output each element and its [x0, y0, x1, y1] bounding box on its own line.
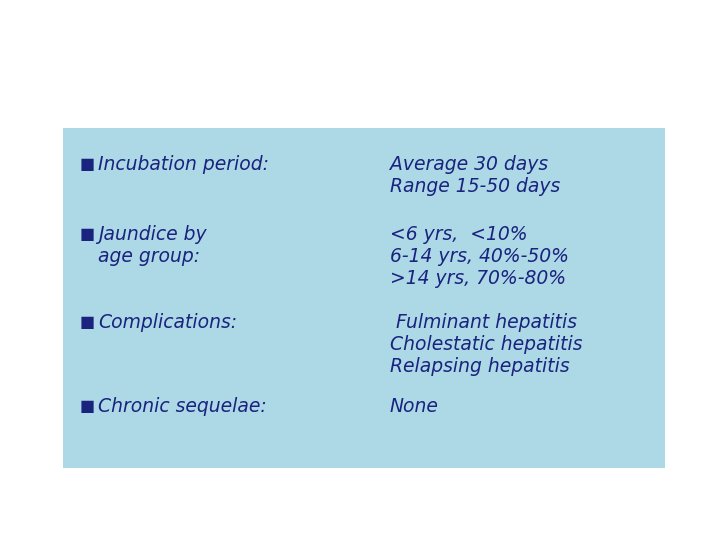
Text: Cholestatic hepatitis: Cholestatic hepatitis [390, 335, 582, 354]
Text: Jaundice by: Jaundice by [98, 225, 207, 244]
Text: Average 30 days: Average 30 days [390, 155, 548, 174]
Text: Relapsing hepatitis: Relapsing hepatitis [390, 357, 570, 376]
Text: age group:: age group: [98, 247, 200, 266]
Text: Fulminant hepatitis: Fulminant hepatitis [390, 313, 577, 332]
Text: Range 15-50 days: Range 15-50 days [390, 177, 560, 196]
Text: ■: ■ [80, 399, 95, 414]
Text: ■: ■ [80, 315, 95, 330]
Text: >14 yrs, 70%-80%: >14 yrs, 70%-80% [390, 269, 566, 288]
Text: ■: ■ [80, 157, 95, 172]
Text: 6-14 yrs, 40%-50%: 6-14 yrs, 40%-50% [390, 247, 569, 266]
Text: Chronic sequelae:: Chronic sequelae: [98, 397, 266, 416]
Text: Incubation period:: Incubation period: [98, 155, 269, 174]
Text: None: None [390, 397, 439, 416]
Text: Complications:: Complications: [98, 313, 237, 332]
Text: <6 yrs,  <10%: <6 yrs, <10% [390, 225, 528, 244]
Text: ■: ■ [80, 227, 95, 242]
FancyBboxPatch shape [63, 128, 665, 468]
